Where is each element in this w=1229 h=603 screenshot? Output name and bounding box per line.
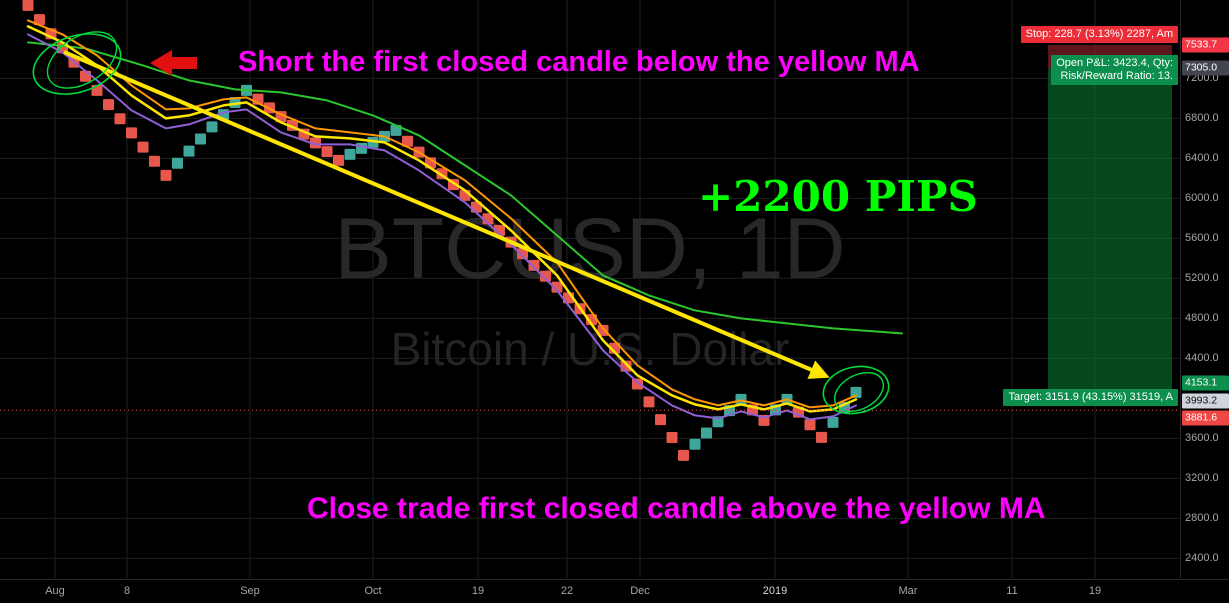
entry-circle-drawing[interactable] xyxy=(26,23,129,104)
time-axis[interactable]: Aug 8 Sep Oct 19 22 Dec 2019 Mar 11 19 xyxy=(0,579,1229,603)
time-tick-label: Dec xyxy=(630,585,650,597)
position-profit-zone[interactable] xyxy=(1048,68,1172,397)
price-tick-label: 2800.0 xyxy=(1185,512,1219,525)
renko-brick xyxy=(402,135,413,147)
exit-circle-drawing[interactable] xyxy=(819,361,893,420)
renko-brick xyxy=(195,133,206,145)
renko-brick xyxy=(321,146,333,158)
ma-yellow-line xyxy=(26,25,858,413)
price-badge-last: 3881.6 xyxy=(1182,410,1229,426)
exit-circle-drawing-inner[interactable] xyxy=(828,365,890,419)
renko-brick xyxy=(126,127,137,139)
price-tick-label: 3200.0 xyxy=(1185,472,1219,485)
renko-brick xyxy=(597,324,609,336)
renko-brick xyxy=(103,99,114,111)
renko-brick xyxy=(632,378,643,390)
open-pnl-line: Open P&L: 3423.4, Qty: xyxy=(1056,57,1173,69)
user-drawings[interactable] xyxy=(26,20,894,419)
renko-brick xyxy=(517,248,528,260)
time-tick-label: Sep xyxy=(240,585,260,597)
renko-brick xyxy=(850,386,862,398)
renko-brick xyxy=(643,396,655,408)
pips-gain-annotation[interactable]: +2200 PIPS xyxy=(698,172,978,221)
price-tick-label: 6400.0 xyxy=(1185,152,1219,165)
time-tick-label: 2019 xyxy=(762,585,788,597)
price-tick-label: 6800.0 xyxy=(1185,112,1219,125)
renko-brick xyxy=(172,157,183,169)
ma-purple-line xyxy=(27,33,857,421)
trend-arrow-drawing[interactable] xyxy=(63,50,830,379)
renko-brick xyxy=(183,145,195,157)
renko-brick xyxy=(310,137,321,149)
red-left-arrow-drawing[interactable] xyxy=(150,50,197,76)
renko-brick xyxy=(678,449,689,461)
short-entry-annotation[interactable]: Short the first closed candle below the … xyxy=(238,46,920,78)
price-tick-label: 3600.0 xyxy=(1185,432,1219,445)
renko-brick xyxy=(655,414,666,426)
ma-green-line xyxy=(27,41,903,335)
time-tick-label: 19 xyxy=(471,585,485,597)
renko-brick xyxy=(551,281,563,293)
renko-brick xyxy=(80,70,91,82)
open-pnl-label[interactable]: Open P&L: 3423.4, Qty: Risk/Reward Ratio… xyxy=(1051,55,1178,85)
price-badge-entry: 7305.0 xyxy=(1182,60,1229,76)
price-tick-label: 5200.0 xyxy=(1185,272,1219,285)
stop-loss-label[interactable]: Stop: 228.7 (3.13%) 2287, Am xyxy=(1020,26,1178,43)
target-label[interactable]: Target: 3151.9 (43.15%) 31519, A xyxy=(1003,389,1178,406)
entry-circle-drawing-inner[interactable] xyxy=(38,20,127,99)
renko-brick xyxy=(816,431,827,443)
price-tick-label: 2400.0 xyxy=(1185,552,1219,565)
time-tick-label: 22 xyxy=(560,585,574,597)
price-tick-label: 6000.0 xyxy=(1185,192,1219,205)
renko-brick xyxy=(149,155,160,167)
price-badge-neutral: 3993.2 xyxy=(1182,393,1229,409)
price-axis[interactable]: 7200.0 6800.0 6400.0 6000.0 5600.0 5200.0 4800… xyxy=(1180,0,1229,578)
renko-brick xyxy=(528,259,540,271)
price-tick-label: 4400.0 xyxy=(1185,352,1219,365)
time-tick-label: Oct xyxy=(364,585,382,597)
renko-brick xyxy=(804,419,816,431)
watermark-name: Bitcoin / U.S. Dollar xyxy=(391,323,790,375)
renko-brick xyxy=(827,416,839,428)
renko-brick xyxy=(356,142,367,154)
renko-brick xyxy=(333,154,344,166)
watermark-symbol: BTCUSD, 1D xyxy=(334,201,845,297)
renko-brick xyxy=(712,416,724,428)
moving-average-lines xyxy=(26,19,903,421)
price-badge-stop: 7533.7 xyxy=(1182,37,1229,53)
close-trade-annotation[interactable]: Close trade first closed candle above th… xyxy=(307,492,1046,525)
time-tick-label: 19 xyxy=(1088,585,1102,597)
ma-orange-line xyxy=(27,19,857,409)
price-tick-label: 4800.0 xyxy=(1185,312,1219,325)
chart-pane[interactable]: BTCUSD, 1D Bitcoin / U.S. Dollar xyxy=(0,0,1180,578)
renko-brick xyxy=(22,0,34,11)
renko-brick xyxy=(344,148,356,160)
renko-brick xyxy=(137,141,149,153)
time-tick-label: 8 xyxy=(123,585,131,597)
renko-brick xyxy=(160,169,172,181)
renko-brick xyxy=(701,427,712,439)
renko-brick xyxy=(114,113,126,125)
risk-reward-line: Risk/Reward Ratio: 13. xyxy=(1060,70,1174,82)
renko-brick xyxy=(540,270,551,282)
time-tick-label: Aug xyxy=(45,585,65,597)
renko-brick xyxy=(34,14,45,26)
renko-brick xyxy=(206,121,218,133)
renko-brick xyxy=(666,432,678,444)
price-tick-label: 7200.0 xyxy=(1185,72,1219,85)
time-tick-label: Mar xyxy=(898,585,918,597)
price-tick-label: 5600.0 xyxy=(1185,232,1219,245)
price-badge-target: 4153.1 xyxy=(1182,375,1229,391)
renko-brick xyxy=(494,224,505,236)
renko-brick xyxy=(689,438,701,450)
time-tick-label: 11 xyxy=(1006,585,1018,597)
